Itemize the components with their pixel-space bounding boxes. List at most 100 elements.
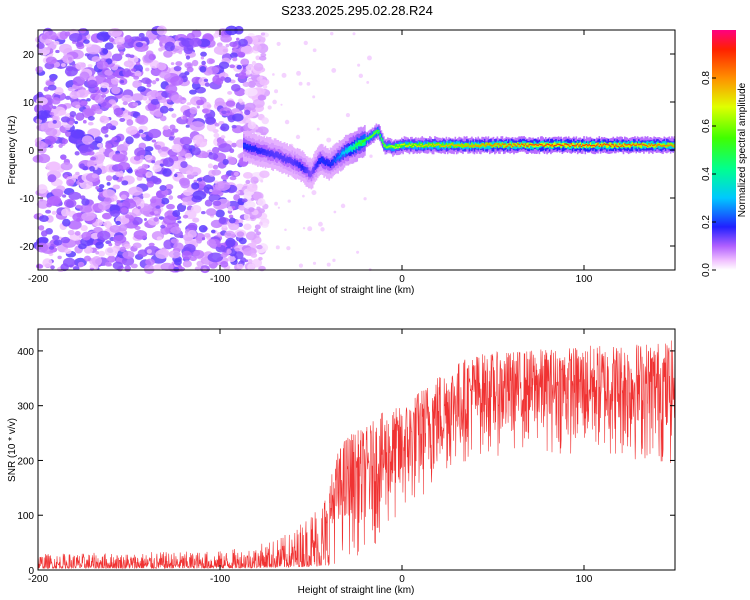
ridge-cell [644,144,646,147]
ridge-cell [599,144,602,146]
ridge-cell [602,144,604,146]
noise-blob [183,243,196,253]
noise-blob [138,168,148,175]
y-tick-label: 300 [17,402,34,413]
ridge-cell [336,154,338,161]
noise-blob [53,40,60,46]
ridge-cell [497,144,500,148]
ridge-cell [437,143,440,146]
ridge-cell [267,151,269,154]
noise-blob [100,126,109,134]
ridge-cell [471,146,473,148]
x-tick-label: -200 [28,274,48,285]
ridge-cell [627,144,630,148]
ridge-cell [570,143,573,147]
ridge-cell [429,144,431,146]
noise-blob [233,171,239,177]
ridge-cell [462,144,464,146]
ridge-cell [431,142,434,146]
noise-blob [237,98,244,104]
ridge-cell [380,138,383,142]
ridge-cell [508,143,510,145]
noise-blob [87,150,95,156]
noise-blob [121,180,129,186]
ridge-cell [657,142,659,146]
ridge-cell [338,155,341,159]
noise-blob [220,123,230,132]
noise-blob [203,78,209,83]
ridge-cell [520,142,523,149]
noise-blob [243,200,256,210]
ridge-cell [310,171,313,174]
noise-blob [333,210,337,214]
ridge-cell [268,151,271,158]
noise-blob [262,84,268,89]
ridge-cell [631,142,634,146]
ridge-cell [669,144,672,146]
noise-blob [172,46,183,53]
noise-blob [199,65,207,73]
ridge-cell [629,143,631,146]
ridge-cell [641,142,644,146]
noise-blob [95,250,100,255]
noise-blob [81,135,94,145]
noise-blob [149,211,155,216]
ridge-cell [587,145,589,147]
ridge-cell [327,159,329,166]
noise-blob [187,222,198,231]
spectrogram-y-ticks: -20 -10 0 10 20 [20,50,675,253]
ridge-cell [566,143,569,147]
noise-blob [222,158,229,166]
noise-blob [133,155,141,161]
noise-blob [189,121,205,132]
ridge-cell [436,144,439,146]
noise-blob [34,140,46,149]
noise-blob [144,154,153,161]
ridge-cell [434,144,436,146]
noise-blob [241,198,248,203]
noise-blob [113,234,127,244]
ridge-cell [646,141,649,148]
ridge-cell [551,144,553,146]
noise-blob [128,198,134,204]
noise-blob [220,76,226,81]
ridge-cell [422,145,425,147]
noise-blob [48,195,62,205]
noise-blob [196,105,200,109]
ridge-cell [536,144,538,146]
noise-blob [157,62,167,71]
ridge-cell [258,149,260,153]
noise-blob [104,134,109,138]
ridge-cell [528,144,531,148]
ridge-cell [497,143,500,145]
ridge-cell [653,144,655,146]
noise-blob [117,161,131,171]
ridge-cell [621,144,624,146]
ridge-cell [274,153,277,156]
noise-blob [87,79,98,88]
noise-blob [367,55,372,61]
ridge-cell [578,143,580,147]
noise-blob [225,43,230,48]
ridge-cell [280,155,282,159]
noise-blob [166,210,173,216]
ridge-cell [263,150,266,153]
ridge-cell [634,144,636,147]
ridge-cell [260,150,263,153]
noise-blob [122,101,128,106]
ridge-cell [369,136,371,138]
noise-blob [132,80,142,89]
noise-blob [60,162,73,171]
ridge-cell [511,145,514,148]
ridge-cell [383,142,385,146]
ridge-cell [473,145,476,147]
noise-blob [151,160,156,164]
noise-blob [158,47,164,52]
noise-blob [245,70,250,75]
ridge-cell [594,143,597,147]
ridge-cell [397,145,399,149]
noise-blob [254,228,259,233]
noise-blob [35,97,48,106]
ridge-cell [523,144,525,147]
